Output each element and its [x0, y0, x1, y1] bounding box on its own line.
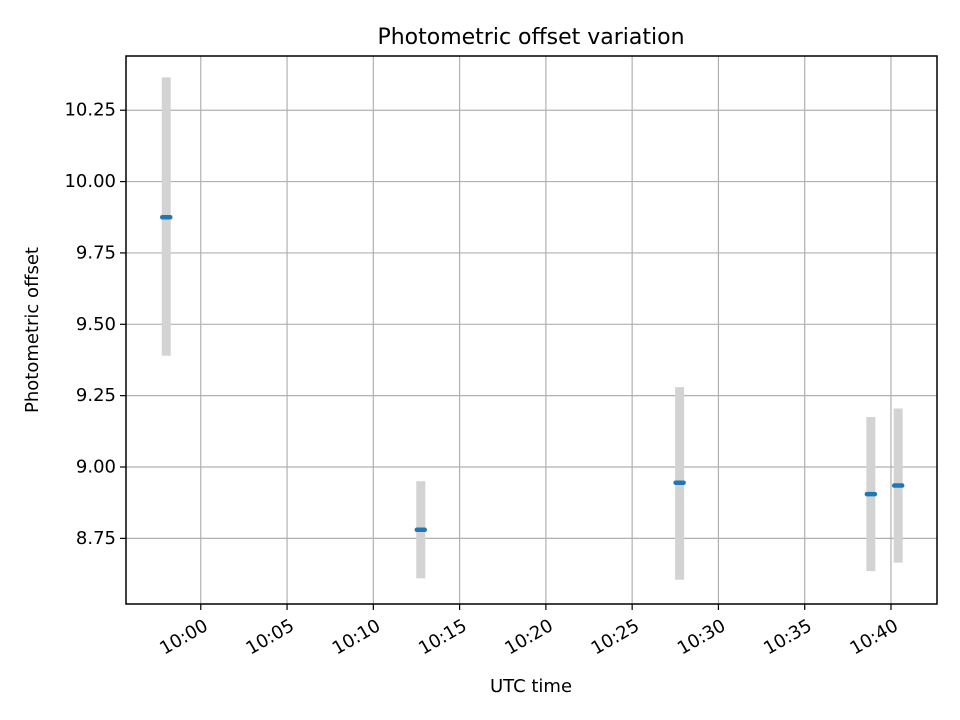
chart-title: Photometric offset variation: [377, 25, 684, 50]
y-tick-label: 9.00: [76, 457, 116, 478]
plot-frame: [125, 55, 938, 605]
x-tick-label: 10:15: [415, 615, 470, 659]
x-tick-label: 10:30: [674, 615, 729, 659]
y-tick-label: 9.75: [76, 242, 116, 263]
x-axis-label: UTC time: [490, 676, 572, 697]
data-markers: [160, 215, 905, 533]
y-tick-label: 10.25: [64, 100, 116, 121]
x-tick-label: 10:35: [760, 615, 815, 659]
x-tick-label: 10:10: [329, 615, 384, 659]
y-tick-label: 10.00: [64, 171, 116, 192]
y-axis-label: Photometric offset: [22, 247, 43, 413]
x-tick-label: 10:40: [846, 615, 901, 659]
x-tick-label: 10:25: [588, 615, 643, 659]
x-tick-label: 10:20: [501, 615, 556, 659]
grid: [126, 56, 937, 604]
y-tick-label: 9.25: [76, 385, 116, 406]
x-axis-ticks: 10:00 10:05 10:10 10:15 10:20 10:25 10:30 10:35…: [156, 604, 902, 659]
y-tick-label: 8.75: [76, 528, 116, 549]
error-bars: [161, 77, 903, 580]
x-tick-label: 10:00: [156, 615, 211, 659]
y-axis-ticks: 8.75 9.00 9.25 9.50 9.75 10.00 10.25: [64, 100, 126, 549]
y-tick-label: 9.50: [76, 314, 116, 335]
x-tick-label: 10:05: [243, 615, 298, 659]
